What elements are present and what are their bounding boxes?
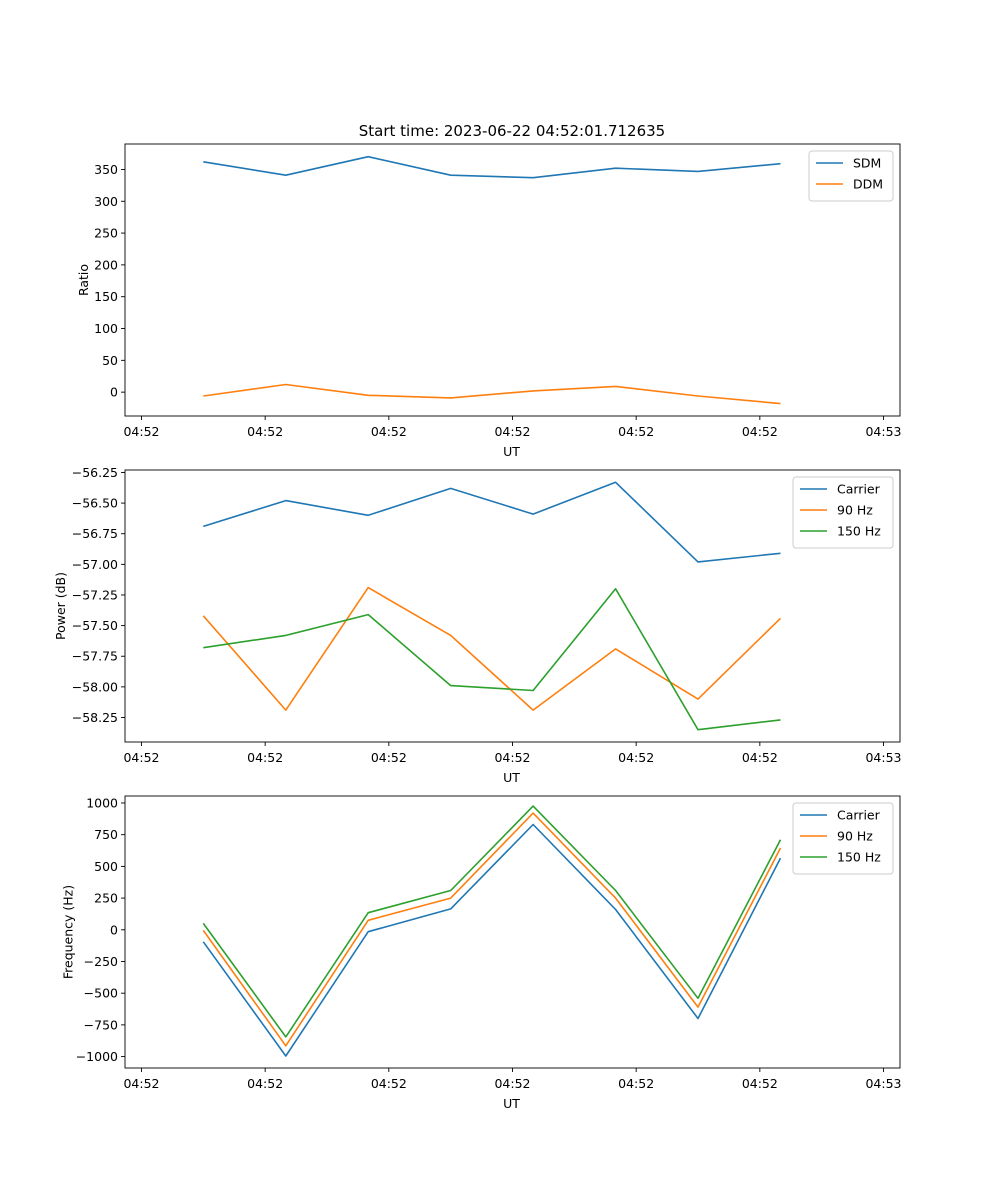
- x-tick-label: 04:52: [371, 1076, 407, 1091]
- x-tick-label: 04:52: [123, 750, 159, 765]
- series-line-150-hz: [203, 587, 781, 731]
- x-tick-label: 04:52: [494, 750, 530, 765]
- y-tick-label: −57.50: [72, 618, 118, 633]
- x-tick-label: 04:52: [742, 750, 778, 765]
- x-tick-label: 04:52: [123, 1076, 159, 1091]
- x-tick-label: 04:52: [618, 424, 654, 439]
- legend: Carrier 90 Hz 150 Hz: [792, 802, 894, 875]
- x-tick-label: 04:52: [247, 750, 283, 765]
- x-tick-label: 04:52: [247, 1076, 283, 1091]
- legend-label: 90 Hz: [837, 503, 873, 518]
- y-tick-label: −250: [84, 954, 118, 969]
- x-tick-label: 04:52: [618, 1076, 654, 1091]
- series-line-150-hz: [202, 805, 782, 1038]
- legend-label: SDM: [853, 156, 881, 171]
- subplot-1: 04:52 04:52 04:52 04:52 04:52 04:52 04:53 UT 0 50…: [76, 143, 902, 459]
- x-tick-label: 04:52: [618, 750, 654, 765]
- x-tick-label: 04:52: [742, 1076, 778, 1091]
- legend-label: Carrier: [837, 482, 881, 497]
- series-line-sdm: [203, 155, 781, 179]
- y-tick-label: −56.50: [72, 496, 118, 511]
- y-tick-label: 200: [94, 257, 118, 272]
- series-line-ddm: [203, 383, 781, 405]
- y-axis-label: Frequency (Hz): [61, 885, 76, 979]
- x-tick-label: 04:52: [494, 424, 530, 439]
- x-tick-label: 04:53: [865, 424, 901, 439]
- y-axis-label: Power (dB): [53, 572, 68, 640]
- subplot-3: 04:52 04:52 04:52 04:52 04:52 04:52 04:53 UT −10…: [61, 795, 902, 1111]
- legend-label: Carrier: [837, 808, 881, 823]
- y-tick-label: −57.75: [72, 649, 118, 664]
- x-tick-label: 04:52: [371, 424, 407, 439]
- y-tick-label: 250: [94, 891, 118, 906]
- x-tick-label: 04:53: [865, 750, 901, 765]
- y-tick-label: −56.25: [72, 465, 118, 480]
- y-tick-label: 50: [102, 353, 118, 368]
- y-tick-label: −58.25: [72, 710, 118, 725]
- y-tick-label: 1000: [86, 795, 118, 810]
- x-tick-label: 04:52: [742, 424, 778, 439]
- y-tick-label: 500: [94, 859, 118, 874]
- y-tick-label: 350: [94, 162, 118, 177]
- subplot-2: 04:52 04:52 04:52 04:52 04:52 04:52 04:53 UT −58…: [53, 465, 902, 785]
- subplots: 04:52 04:52 04:52 04:52 04:52 04:52 04:53 UT 0 50…: [53, 143, 902, 1111]
- x-tick-label: 04:52: [123, 424, 159, 439]
- y-tick-label: −500: [84, 986, 118, 1001]
- y-tick-label: 100: [94, 321, 118, 336]
- legend: Carrier 90 Hz 150 Hz: [792, 476, 894, 549]
- y-tick-label: 300: [94, 194, 118, 209]
- x-tick-label: 04:53: [865, 1076, 901, 1091]
- chart-title: Start time: 2023-06-22 04:52:01.712635: [359, 122, 665, 140]
- y-tick-label: 750: [94, 827, 118, 842]
- y-tick-label: −58.00: [72, 679, 118, 694]
- y-tick-label: −57.25: [72, 587, 118, 602]
- y-tick-label: −57.00: [72, 557, 118, 572]
- y-tick-label: 0: [110, 385, 118, 400]
- x-tick-label: 04:52: [371, 750, 407, 765]
- y-tick-label: −1000: [76, 1049, 118, 1064]
- legend-label: DDM: [853, 177, 883, 192]
- y-tick-label: −56.75: [72, 526, 118, 541]
- y-axis-label: Ratio: [76, 264, 91, 296]
- series-line-carrier: [203, 481, 781, 563]
- legend-label: 150 Hz: [837, 850, 881, 865]
- y-tick-label: 150: [94, 289, 118, 304]
- y-tick-label: 250: [94, 226, 118, 241]
- series-line-carrier: [202, 823, 782, 1057]
- legend: SDM DDM: [808, 150, 894, 202]
- x-tick-label: 04:52: [247, 424, 283, 439]
- series-line-90-hz: [202, 812, 782, 1047]
- series-line-90-hz: [202, 586, 782, 711]
- x-axis-label: UT: [503, 444, 520, 459]
- x-axis-label: UT: [503, 770, 520, 785]
- legend-label: 150 Hz: [837, 524, 881, 539]
- x-tick-label: 04:52: [494, 1076, 530, 1091]
- legend-label: 90 Hz: [837, 829, 873, 844]
- y-tick-label: −750: [84, 1017, 118, 1032]
- x-axis-label: UT: [503, 1096, 520, 1111]
- y-tick-label: 0: [110, 922, 118, 937]
